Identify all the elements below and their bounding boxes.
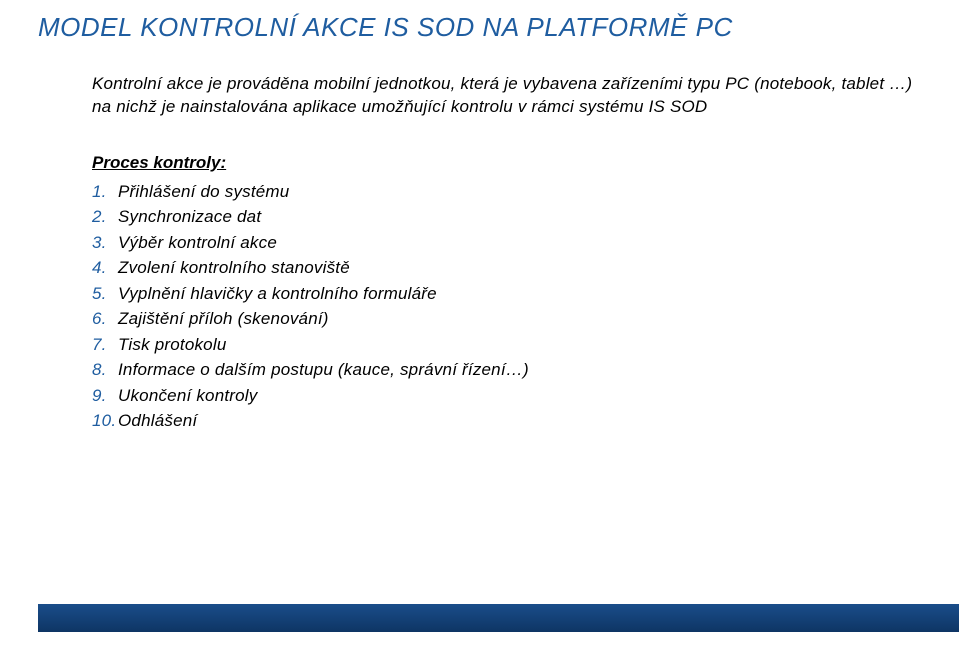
footer-bar — [38, 604, 959, 632]
list-item: Zvolení kontrolního stanoviště — [92, 255, 921, 281]
list-item: Informace o dalším postupu (kauce, správ… — [92, 357, 921, 383]
list-item: Výběr kontrolní akce — [92, 230, 921, 256]
list-item: Synchronizace dat — [92, 204, 921, 230]
page-title: MODEL KONTROLNÍ AKCE IS SOD NA PLATFORMĚ… — [0, 0, 959, 43]
list-item: Ukončení kontroly — [92, 383, 921, 409]
process-heading: Proces kontroly: — [92, 153, 921, 173]
list-item: Tisk protokolu — [92, 332, 921, 358]
intro-paragraph: Kontrolní akce je prováděna mobilní jedn… — [92, 73, 921, 119]
content-area: Kontrolní akce je prováděna mobilní jedn… — [0, 43, 959, 434]
list-item: Odhlášení — [92, 408, 921, 434]
list-item: Přihlášení do systému — [92, 179, 921, 205]
list-item: Vyplnění hlavičky a kontrolního formulář… — [92, 281, 921, 307]
list-item: Zajištění příloh (skenování) — [92, 306, 921, 332]
process-steps-list: Přihlášení do systému Synchronizace dat … — [92, 179, 921, 434]
